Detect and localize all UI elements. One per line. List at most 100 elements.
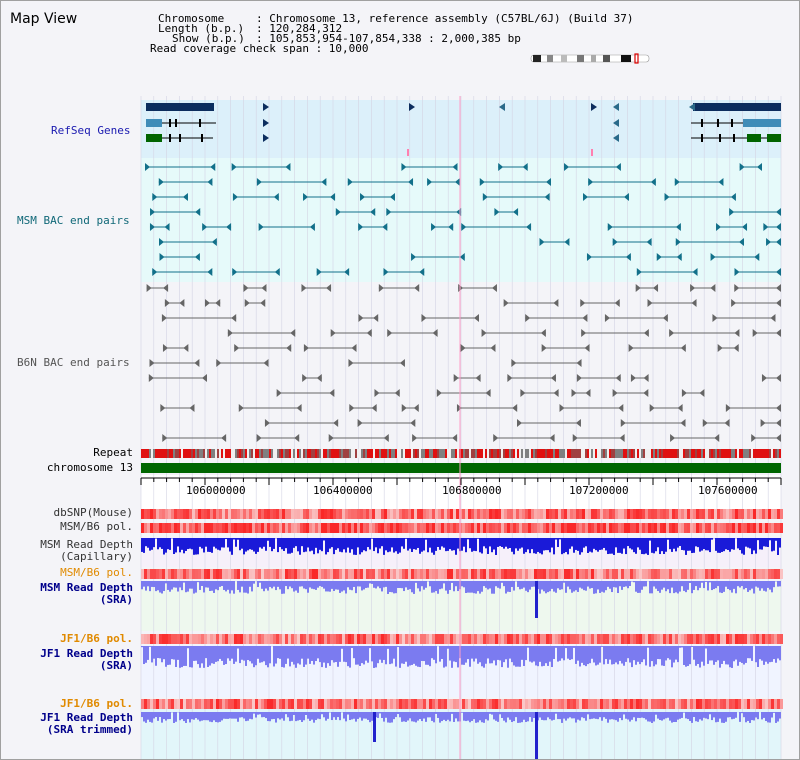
jf1-trim-depth-bar <box>591 712 593 719</box>
jf1-b6-pol2-cell <box>705 699 708 709</box>
jf1-b6-pol-cell <box>204 634 207 644</box>
msm-b6-pol-cell <box>168 523 171 533</box>
msm-sra-depth-bar <box>685 581 687 593</box>
msm-b6-pol2-cell <box>585 569 588 579</box>
msm-cap-depth-bar <box>283 538 285 552</box>
jf1-b6-pol-cell <box>585 634 588 644</box>
msm-sra-depth-bar <box>653 581 655 587</box>
msm-cap-depth-bar <box>775 538 777 541</box>
b6n-bac-pair-end <box>680 419 686 427</box>
jf1-sra-depth-bar <box>213 646 215 664</box>
msm-b6-pol2-cell <box>153 569 156 579</box>
msm-sra-depth-bar <box>309 581 311 588</box>
msm-sra-depth-bar <box>145 581 147 591</box>
msm-cap-depth-bar <box>181 538 183 550</box>
repeat-block <box>413 449 415 458</box>
repeat-block <box>171 449 173 458</box>
b6n-bac-pair-end <box>485 389 491 397</box>
jf1-b6-pol-cell <box>288 634 291 644</box>
jf1-trim-depth-bar <box>327 712 329 719</box>
msm-b6-pol-cell <box>594 523 597 533</box>
jf1-trim-depth-bar <box>215 712 217 723</box>
msm-sra-depth-bar <box>607 581 609 587</box>
msm-b6-pol2-cell <box>408 569 411 579</box>
jf1-trim-depth-bar <box>311 712 313 720</box>
jf1-b6-pol2-cell <box>141 699 144 709</box>
jf1-b6-pol2-cell <box>162 699 165 709</box>
jf1-trim-depth-bar <box>323 712 325 718</box>
msm-b6-pol-cell <box>567 523 570 533</box>
msm-sra-depth-bar <box>225 581 227 592</box>
repeat-block <box>221 449 223 458</box>
repeat-block <box>575 449 577 458</box>
msm-cap-depth-bar <box>237 538 239 540</box>
msm-bac-pair-end <box>411 253 417 261</box>
dbsnp-cell <box>312 509 315 519</box>
jf1-b6-pol2-cell <box>441 699 444 709</box>
jf1-trim-depth-bar <box>155 712 157 718</box>
msm-b6-pol2-cell <box>339 569 342 579</box>
msm-sra-depth-bar <box>215 581 217 590</box>
msm-cap-depth-bar <box>753 538 755 551</box>
msm-b6-pol-cell <box>255 523 258 533</box>
msm-cap-depth-bar <box>445 538 447 552</box>
msm-b6-pol2-cell <box>474 569 477 579</box>
repeat-block <box>329 449 331 458</box>
msm-b6-pol2-cell <box>468 569 471 579</box>
b6n-bac-pair-end <box>162 434 168 442</box>
jf1-trim-depth-bar <box>141 712 143 718</box>
jf1-sra-depth-bar <box>463 646 465 665</box>
msm-b6-pol-cell <box>498 523 501 533</box>
refseq-label[interactable]: RefSeq Genes <box>51 124 131 137</box>
repeat-block <box>589 449 591 458</box>
jf1-sra-depth-bar <box>647 646 649 648</box>
jf1-b6-pol-cell <box>678 634 681 644</box>
repeat-block <box>363 449 365 458</box>
repeat-block <box>265 449 267 458</box>
msm-sra-depth-bar <box>747 581 749 592</box>
msm-cap-depth-bar <box>345 538 347 553</box>
jf1-sra-depth-bar <box>657 646 659 660</box>
jf1-sra-depth-bar <box>751 646 753 661</box>
msm-cap-depth-bar <box>637 538 639 548</box>
jf1-b6-pol-cell <box>582 634 585 644</box>
jf1-sra-depth-bar <box>153 646 155 659</box>
b6n-bac-label[interactable]: B6N BAC end pairs <box>17 356 130 369</box>
dbsnp-cell <box>315 509 318 519</box>
jf1-b6-pol-cell <box>423 634 426 644</box>
msm-cap-depth-bar <box>337 538 339 549</box>
msm-sra-depth-bar <box>509 581 511 592</box>
msm-b6-pol2-cell <box>615 569 618 579</box>
repeat-block <box>145 449 147 458</box>
jf1-trim-depth-bar <box>665 712 667 719</box>
jf1-b6-pol-cell <box>186 634 189 644</box>
repeat-block <box>451 449 453 458</box>
msm-sra-depth-bar <box>307 581 309 593</box>
msm-cap-depth-bar <box>437 538 439 547</box>
msm-b6-pol2-cell <box>252 569 255 579</box>
msm-sra-depth-bar <box>229 581 231 594</box>
msm-b6-pol2-cell <box>270 569 273 579</box>
msm-b6-pol2-cell <box>531 569 534 579</box>
msm-bac-label[interactable]: MSM BAC end pairs <box>17 214 130 227</box>
jf1-sra-depth-bar <box>307 646 309 659</box>
msm-sra-depth-bar <box>223 581 225 590</box>
msm-sra-depth-bar <box>613 581 615 588</box>
msm-b6-pol-cell <box>666 523 669 533</box>
msm-b6-pol-cell <box>300 523 303 533</box>
dbsnp-cell <box>594 509 597 519</box>
chromosome-ideogram[interactable] <box>529 53 653 65</box>
dbsnp-cell <box>282 509 285 519</box>
repeat-block <box>693 449 695 458</box>
jf1-b6-pol2-cell <box>696 699 699 709</box>
b6n-bac-pair-end <box>221 434 227 442</box>
jf1-b6-pol2-cell <box>747 699 750 709</box>
msm-sra-depth-bar <box>357 581 359 587</box>
b6n-bac-pair-end <box>653 284 659 292</box>
dbsnp-cell <box>513 509 516 519</box>
repeat-block <box>537 449 539 458</box>
msm-sra-depth-bar <box>157 581 159 591</box>
msm-b6-pol2-cell <box>669 569 672 579</box>
jf1-sra-depth-bar <box>291 646 293 662</box>
